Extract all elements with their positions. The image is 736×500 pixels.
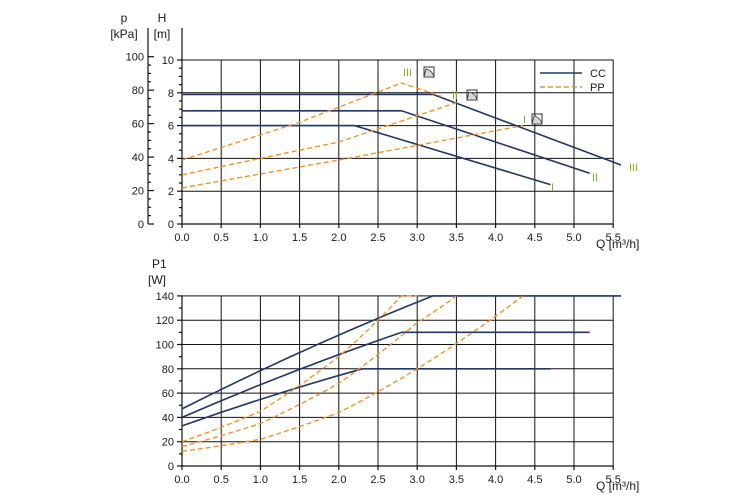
pp-speed-label: I	[523, 114, 526, 126]
bottom-x-tick-label: 0.5	[214, 474, 229, 486]
top-x-tick-label: 2.5	[370, 232, 385, 244]
bottom-x-tick-label: 0.0	[174, 474, 189, 486]
head-curve-cc-i	[182, 124, 551, 186]
p1-tick-label: 40	[162, 412, 174, 424]
bottom-x-tick-label: 3.0	[410, 474, 425, 486]
p-tick-label: 0	[138, 219, 144, 231]
h-tick-label: 8	[168, 88, 174, 100]
p-tick-label: 100	[126, 52, 144, 64]
bottom-x-tick-label: 2.0	[331, 474, 346, 486]
h-tick-label: 0	[168, 219, 174, 231]
p1-tick-label: 100	[156, 340, 174, 352]
power-curve-cc-iii	[181, 295, 622, 410]
p1-axis-unit: [W]	[148, 273, 166, 287]
pp-icon-wedge	[531, 115, 543, 125]
p1-axis-name: P1	[152, 257, 167, 271]
p1-tick-label: 60	[162, 388, 174, 400]
pp-speed-label: III	[403, 67, 412, 79]
bottom-x-axis-label: Q [m³/h]	[596, 479, 639, 493]
head-curve-pp-ii	[181, 101, 457, 176]
bottom-grid-frame	[181, 295, 614, 467]
power-curve-pp-iii	[181, 295, 418, 443]
bottom-x-tick-label: 1.5	[292, 474, 307, 486]
power-curve-pp-ii	[181, 295, 457, 448]
bottom-x-tick-label: 3.5	[449, 474, 464, 486]
p-tick-label: 40	[132, 152, 144, 164]
h-tick-label: 6	[168, 121, 174, 133]
power-curve-cc-ii	[181, 331, 590, 419]
top-x-tick-label: 0.5	[214, 232, 229, 244]
h-axis-name: H	[158, 11, 167, 25]
pp-icon-wedge	[466, 91, 478, 101]
curve-speed-label: II	[592, 172, 598, 184]
p1-tick-label: 120	[156, 315, 174, 327]
legend-label-pp: PP	[590, 82, 605, 94]
bottom-x-tick-label: 1.0	[253, 474, 268, 486]
head-curve-pp-i	[181, 124, 524, 189]
proportional-pressure-icon	[531, 113, 543, 125]
head-curve-pp-iii	[181, 82, 441, 161]
curve-speed-label: III	[629, 162, 638, 174]
h-tick-label: 2	[168, 186, 174, 198]
p-tick-label: 60	[132, 119, 144, 131]
top-x-tick-label: 4.5	[527, 232, 542, 244]
top-x-tick-label: 1.0	[253, 232, 268, 244]
top-x-tick-label: 3.0	[410, 232, 425, 244]
bottom-x-tick-label: 5.5	[606, 474, 621, 486]
pp-speed-label: II	[452, 90, 458, 102]
top-x-axis-label: Q [m³/h]	[596, 237, 639, 251]
p-tick-label: 80	[132, 85, 144, 97]
top-x-tick-label: 2.0	[331, 232, 346, 244]
proportional-pressure-icon	[423, 66, 435, 78]
power-flow-chart: 0.0 0.5 1.0 1.5 2.0 2.5 3.0 3.5 4.0 4.5 5.0 5.5 0 20 4…	[148, 257, 639, 493]
top-x-tick-label: 4.0	[488, 232, 503, 244]
top-x-tick-label: 1.5	[292, 232, 307, 244]
top-x-tick-label: 3.5	[449, 232, 464, 244]
top-x-tick-label: 5.5	[606, 232, 621, 244]
bottom-x-tick-label: 2.5	[370, 474, 385, 486]
legend-label-cc: CC	[590, 68, 606, 80]
head-curve-cc-iii	[182, 93, 622, 166]
top-x-tick-label: 5.0	[566, 232, 581, 244]
top-x-tick-label: 0.0	[174, 232, 189, 244]
h-axis-unit: [m]	[154, 27, 171, 41]
h-tick-label: 10	[162, 55, 174, 67]
p-axis-unit: [kPa]	[110, 27, 137, 41]
bottom-x-tick-label: 5.0	[566, 474, 581, 486]
bottom-x-tick-label: 4.0	[488, 474, 503, 486]
h-tick-label: 4	[168, 153, 174, 165]
p-tick-label: 20	[132, 186, 144, 198]
curve-speed-label: I	[551, 182, 554, 194]
p1-tick-label: 0	[168, 461, 174, 473]
chart-legend: CC PP	[540, 68, 606, 94]
proportional-pressure-icon	[466, 89, 478, 101]
p-axis-name: p	[121, 11, 128, 25]
head-curve-cc-ii	[182, 110, 590, 174]
power-curve-cc-i	[181, 368, 551, 427]
pp-icon-wedge	[423, 68, 435, 78]
p1-tick-label: 80	[162, 364, 174, 376]
p1-tick-label: 140	[156, 291, 174, 303]
p1-tick-label: 20	[162, 437, 174, 449]
head-flow-chart: 0.0 0.5 1.0 1.5 2.0 2.5 3.0 3.5 4.0 4.5 5.0 5.5 0 2 4 6…	[110, 11, 639, 251]
bottom-x-tick-label: 4.5	[527, 474, 542, 486]
